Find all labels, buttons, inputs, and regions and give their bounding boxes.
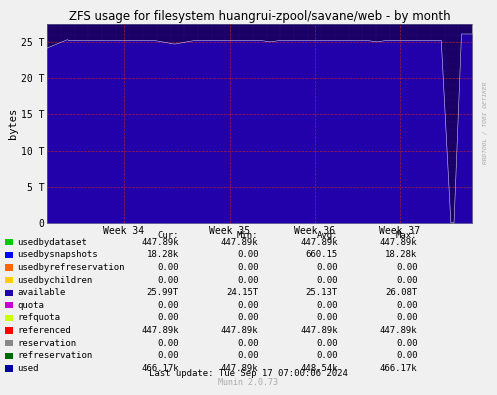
Text: Munin 2.0.73: Munin 2.0.73	[219, 378, 278, 387]
Text: 447.89k: 447.89k	[221, 238, 258, 246]
Text: 0.00: 0.00	[396, 352, 417, 360]
Text: 18.28k: 18.28k	[385, 250, 417, 259]
Text: usedbyrefreservation: usedbyrefreservation	[17, 263, 125, 272]
Text: Min:: Min:	[237, 231, 258, 240]
Text: 25.99T: 25.99T	[147, 288, 179, 297]
Text: 0.00: 0.00	[158, 339, 179, 348]
Text: 448.54k: 448.54k	[300, 364, 338, 373]
Text: refquota: refquota	[17, 314, 61, 322]
Text: 0.00: 0.00	[317, 339, 338, 348]
Text: quota: quota	[17, 301, 44, 310]
Text: 0.00: 0.00	[317, 314, 338, 322]
Text: 466.17k: 466.17k	[380, 364, 417, 373]
Text: 0.00: 0.00	[158, 301, 179, 310]
Text: 0.00: 0.00	[237, 301, 258, 310]
Text: referenced: referenced	[17, 326, 71, 335]
Text: 660.15: 660.15	[306, 250, 338, 259]
Text: Avg:: Avg:	[317, 231, 338, 240]
Text: Cur:: Cur:	[158, 231, 179, 240]
Text: RRDTOOL / TOBI OETIKER: RRDTOOL / TOBI OETIKER	[482, 81, 487, 164]
Text: usedbysnapshots: usedbysnapshots	[17, 250, 98, 259]
Text: 447.89k: 447.89k	[141, 238, 179, 246]
Text: 0.00: 0.00	[317, 352, 338, 360]
Text: 447.89k: 447.89k	[300, 238, 338, 246]
Text: 0.00: 0.00	[158, 352, 179, 360]
Text: refreservation: refreservation	[17, 352, 92, 360]
Text: 447.89k: 447.89k	[380, 326, 417, 335]
Text: 24.15T: 24.15T	[226, 288, 258, 297]
Text: used: used	[17, 364, 39, 373]
Text: 447.89k: 447.89k	[221, 364, 258, 373]
Text: 0.00: 0.00	[317, 301, 338, 310]
Text: 0.00: 0.00	[396, 339, 417, 348]
Text: 0.00: 0.00	[158, 314, 179, 322]
Text: 447.89k: 447.89k	[141, 326, 179, 335]
Text: 0.00: 0.00	[396, 276, 417, 284]
Title: ZFS usage for filesystem huangrui-zpool/savane/web - by month: ZFS usage for filesystem huangrui-zpool/…	[69, 9, 450, 23]
Text: 0.00: 0.00	[237, 352, 258, 360]
Text: 0.00: 0.00	[396, 314, 417, 322]
Text: 0.00: 0.00	[237, 276, 258, 284]
Text: 0.00: 0.00	[237, 314, 258, 322]
Text: reservation: reservation	[17, 339, 77, 348]
Text: Max:: Max:	[396, 231, 417, 240]
Text: available: available	[17, 288, 66, 297]
Y-axis label: bytes: bytes	[8, 108, 18, 139]
Text: 0.00: 0.00	[158, 263, 179, 272]
Text: 0.00: 0.00	[158, 276, 179, 284]
Text: 0.00: 0.00	[317, 276, 338, 284]
Text: 0.00: 0.00	[237, 263, 258, 272]
Text: 0.00: 0.00	[317, 263, 338, 272]
Text: 0.00: 0.00	[396, 301, 417, 310]
Text: 0.00: 0.00	[396, 263, 417, 272]
Text: usedbydataset: usedbydataset	[17, 238, 87, 246]
Text: 447.89k: 447.89k	[221, 326, 258, 335]
Text: 447.89k: 447.89k	[380, 238, 417, 246]
Text: usedbychildren: usedbychildren	[17, 276, 92, 284]
Text: 0.00: 0.00	[237, 339, 258, 348]
Text: 0.00: 0.00	[237, 250, 258, 259]
Text: 466.17k: 466.17k	[141, 364, 179, 373]
Text: 25.13T: 25.13T	[306, 288, 338, 297]
Text: 447.89k: 447.89k	[300, 326, 338, 335]
Text: 26.08T: 26.08T	[385, 288, 417, 297]
Text: Last update: Tue Sep 17 07:00:06 2024: Last update: Tue Sep 17 07:00:06 2024	[149, 369, 348, 378]
Text: 18.28k: 18.28k	[147, 250, 179, 259]
